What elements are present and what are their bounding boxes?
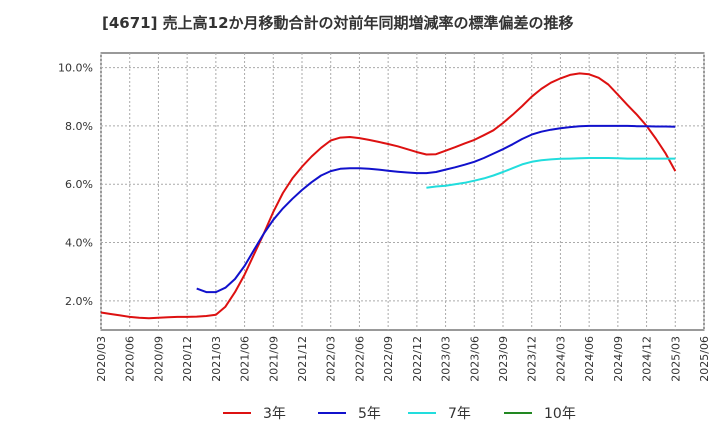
y-tick-label: 10.0% (58, 62, 93, 75)
series-line-1 (196, 124, 676, 294)
x-tick-label: 2024/03 (554, 336, 567, 382)
x-tick-label: 2022/12 (411, 336, 424, 382)
y-tick-label: 4.0% (65, 237, 93, 250)
x-tick-label: 2020/06 (124, 336, 137, 382)
legend-label-0: 3年 (263, 406, 286, 422)
x-tick-label: 2022/03 (325, 336, 338, 382)
x-tick-label: 2022/09 (382, 336, 395, 382)
tick-layer: 2020/03 2020/06 2020/09 2020/12 2021/03 2021/… (58, 62, 711, 382)
series-line-0 (100, 72, 677, 320)
y-tick-label: 6.0% (65, 178, 93, 191)
x-tick-label: 2021/03 (210, 336, 223, 382)
series-line-2 (426, 157, 676, 189)
x-tick-label: 2023/12 (526, 336, 539, 382)
x-tick-label: 2020/03 (95, 336, 108, 382)
chart-title: [4671] 売上高12か月移動合計の対前年同期増減率の標準偏差の推移 (102, 14, 574, 32)
x-tick-label: 2025/03 (669, 336, 682, 382)
legend-label-2: 7年 (448, 406, 471, 422)
x-tick-label: 2020/12 (181, 336, 194, 382)
x-tick-label: 2024/09 (612, 336, 625, 382)
x-tick-label: 2024/06 (583, 336, 596, 382)
x-tick-label: 2023/06 (468, 336, 481, 382)
x-tick-label: 2020/09 (152, 336, 165, 382)
x-tick-label: 2023/09 (497, 336, 510, 382)
x-tick-label: 2024/12 (641, 336, 654, 382)
x-tick-label: 2021/12 (296, 336, 309, 382)
x-tick-label: 2021/06 (239, 336, 252, 382)
legend-label-1: 5年 (358, 406, 381, 422)
x-tick-label: 2021/09 (267, 336, 280, 382)
x-tick-label: 2023/03 (440, 336, 453, 382)
x-tick-label: 2022/06 (353, 336, 366, 382)
y-tick-label: 2.0% (65, 295, 93, 308)
y-tick-label: 8.0% (65, 120, 93, 133)
legend-label-3: 10年 (544, 406, 576, 422)
series-layer (100, 72, 677, 320)
grid-layer (100, 53, 705, 330)
plot-area (100, 52, 705, 331)
legend: 3年 5年 7年 10年 (223, 406, 576, 422)
x-tick-label: 2025/06 (698, 336, 711, 382)
